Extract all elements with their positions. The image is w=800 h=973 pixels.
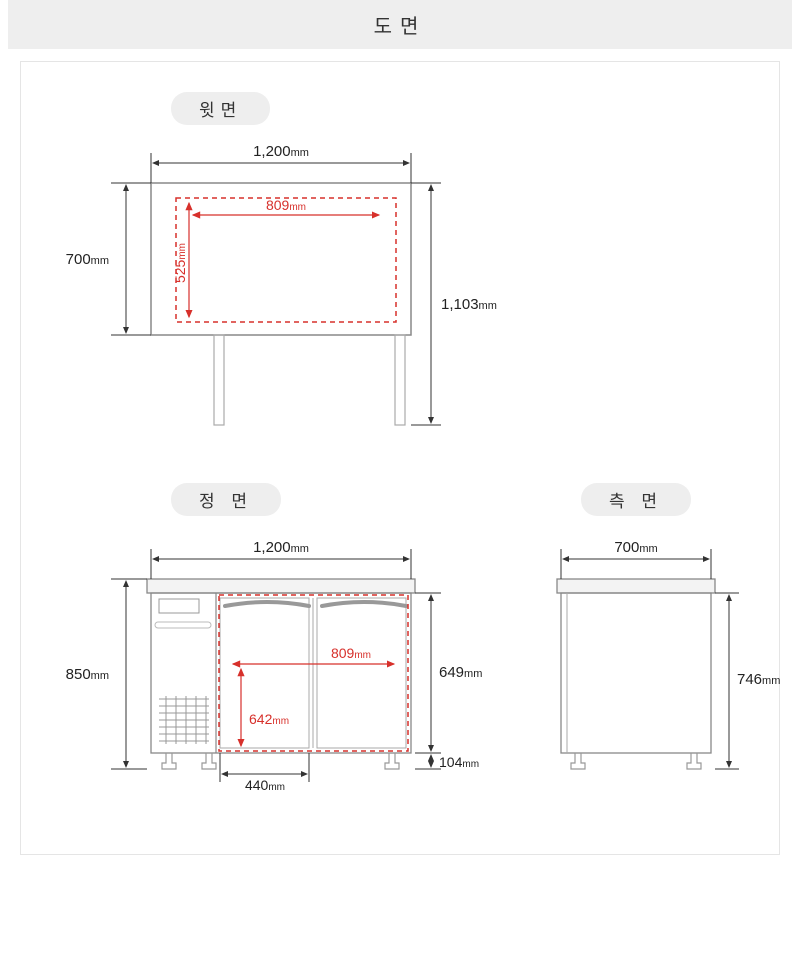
side-view-block: 측 면 700mm: [531, 483, 791, 814]
svg-text:746mm: 746mm: [737, 671, 780, 688]
svg-text:1,200mm: 1,200mm: [253, 143, 309, 160]
top-view-label: 윗면: [171, 92, 270, 125]
front-view-label: 정 면: [171, 483, 281, 516]
side-view-label: 측 면: [581, 483, 691, 516]
front-view-block: 정 면: [41, 483, 501, 814]
front-view-drawing: 1,200mm 850mm 649mm 104mm 440: [41, 524, 501, 814]
svg-text:850mm: 850mm: [66, 666, 109, 683]
svg-text:525mm: 525mm: [172, 243, 188, 283]
top-view-drawing: 1,200mm 700mm 1,103mm 809mm 525mm: [41, 133, 501, 443]
svg-text:809mm: 809mm: [266, 197, 306, 213]
svg-text:642mm: 642mm: [249, 711, 289, 727]
side-view-drawing: 700mm 746mm: [531, 524, 791, 814]
svg-text:440mm: 440mm: [245, 777, 285, 793]
svg-text:649mm: 649mm: [439, 664, 482, 681]
drawing-frame: 윗면: [20, 61, 780, 855]
svg-text:104mm: 104mm: [439, 754, 479, 770]
svg-text:1,103mm: 1,103mm: [441, 296, 497, 313]
page-title: 도면: [8, 0, 792, 49]
svg-text:700mm: 700mm: [66, 251, 109, 268]
svg-text:809mm: 809mm: [331, 645, 371, 661]
svg-text:1,200mm: 1,200mm: [253, 539, 309, 556]
svg-text:700mm: 700mm: [614, 539, 657, 556]
top-view-block: 윗면: [41, 92, 759, 443]
